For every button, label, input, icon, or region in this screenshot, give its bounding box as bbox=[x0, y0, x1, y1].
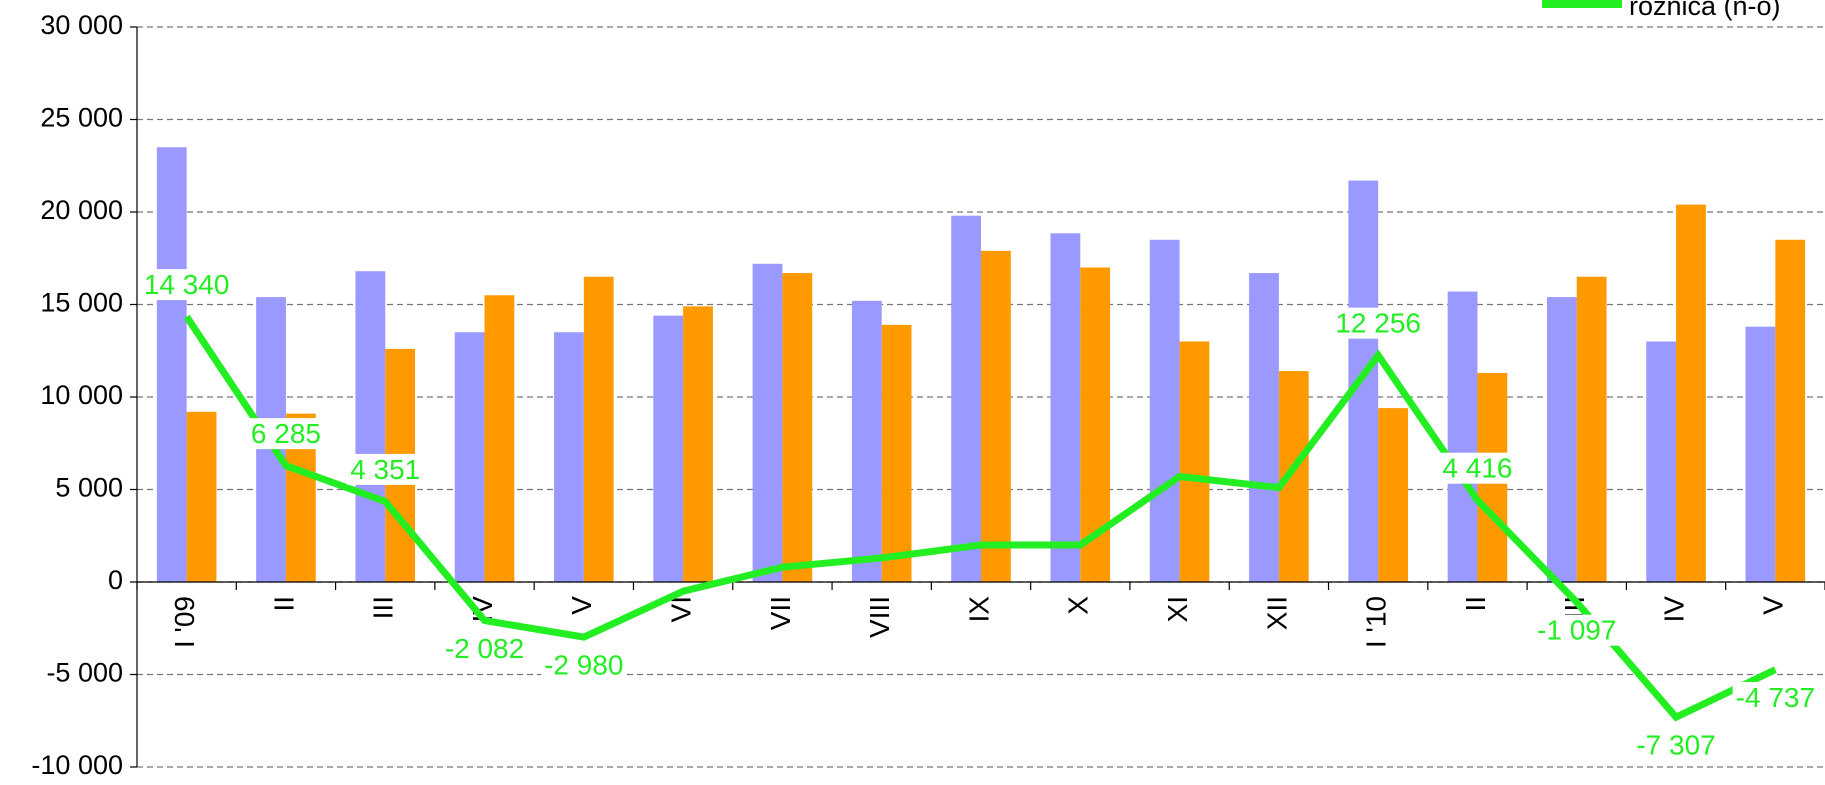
data-label: -2 980 bbox=[544, 650, 623, 681]
y-tick-label: 20 000 bbox=[40, 195, 123, 225]
bar bbox=[554, 332, 584, 582]
y-tick-label: -10 000 bbox=[31, 750, 123, 780]
x-tick-label: II bbox=[268, 596, 299, 612]
bar bbox=[683, 306, 713, 582]
data-label-bg bbox=[347, 453, 424, 485]
bar bbox=[1546, 297, 1577, 582]
data-label-bg bbox=[441, 632, 528, 664]
data-label-bg bbox=[1633, 729, 1719, 761]
bar bbox=[1745, 326, 1776, 582]
data-label: -7 307 bbox=[1636, 730, 1715, 761]
data-label-group: 4 351 bbox=[347, 453, 424, 485]
data-label: 4 416 bbox=[1442, 453, 1512, 484]
y-tick-label: 0 bbox=[108, 565, 123, 595]
data-label-bg bbox=[247, 418, 324, 450]
bar bbox=[1775, 239, 1806, 582]
data-label-group: -2 082 bbox=[441, 632, 528, 664]
data-label-group: 6 285 bbox=[247, 418, 324, 450]
bar bbox=[355, 271, 386, 582]
bar bbox=[1179, 341, 1210, 582]
bar bbox=[951, 215, 981, 582]
data-label-group: -4 737 bbox=[1732, 682, 1819, 714]
line bbox=[183, 314, 1777, 722]
y-tick-label: 25 000 bbox=[40, 103, 123, 133]
data-label-bg bbox=[1534, 614, 1620, 646]
bar bbox=[1378, 408, 1408, 582]
bar bbox=[752, 263, 783, 582]
bar bbox=[583, 276, 614, 582]
y-tick-label: 30 000 bbox=[40, 10, 123, 40]
y-tick-label: -5 000 bbox=[46, 658, 123, 688]
x-tick-label: VII bbox=[765, 596, 796, 630]
x-tick-label: XI bbox=[1162, 596, 1193, 622]
bar bbox=[186, 411, 217, 582]
bar bbox=[1050, 233, 1081, 582]
x-tick-label: III bbox=[368, 596, 399, 619]
bar bbox=[454, 332, 485, 582]
bar bbox=[1676, 204, 1706, 582]
x-tick-label: I '09 bbox=[169, 596, 200, 648]
data-label: 12 256 bbox=[1335, 308, 1421, 339]
x-tick-label: VIII bbox=[864, 596, 895, 638]
bar bbox=[1149, 239, 1180, 582]
bar bbox=[1249, 273, 1279, 582]
data-label-bg bbox=[1439, 452, 1516, 484]
x-tick-label: IV bbox=[1658, 596, 1689, 623]
bar bbox=[484, 295, 515, 582]
data-label-group: -1 097 bbox=[1534, 614, 1620, 646]
bar bbox=[851, 300, 882, 582]
data-label-bg bbox=[140, 269, 233, 301]
x-tick-label: I '10 bbox=[1361, 596, 1392, 648]
bar bbox=[1646, 341, 1677, 582]
data-label-bg bbox=[1732, 682, 1819, 714]
data-label-bg bbox=[541, 649, 627, 681]
bar bbox=[981, 250, 1011, 582]
bar bbox=[1348, 180, 1379, 583]
data-label-group: -2 980 bbox=[541, 649, 627, 681]
data-label: 4 351 bbox=[350, 454, 420, 485]
data-label: 6 285 bbox=[251, 418, 321, 449]
data-label-group: 4 416 bbox=[1439, 452, 1516, 484]
x-tick-label: XII bbox=[1261, 596, 1292, 630]
x-tick-label: II bbox=[1460, 596, 1491, 612]
data-label: -1 097 bbox=[1537, 615, 1616, 646]
bar bbox=[653, 315, 684, 582]
y-tick-label: 10 000 bbox=[40, 380, 123, 410]
data-label: -2 082 bbox=[445, 633, 524, 664]
bar bbox=[1447, 291, 1478, 582]
x-tick-label: V bbox=[566, 596, 597, 615]
data-label-group: 14 340 bbox=[140, 269, 233, 301]
data-label: 14 340 bbox=[144, 269, 230, 300]
data-label-group: -7 307 bbox=[1633, 729, 1719, 761]
data-label: -4 737 bbox=[1736, 682, 1815, 713]
x-tick-label: X bbox=[1063, 596, 1094, 615]
data-label-group: 12 256 bbox=[1332, 307, 1424, 339]
legend-label: różnica (n-o) bbox=[1629, 0, 1781, 21]
bar bbox=[1576, 276, 1607, 582]
bar bbox=[156, 147, 187, 582]
bar bbox=[881, 324, 912, 582]
x-tick-label: IX bbox=[963, 596, 994, 623]
bar bbox=[782, 273, 813, 582]
x-tick-label: V bbox=[1758, 596, 1789, 615]
data-label-bg bbox=[1332, 307, 1424, 339]
y-tick-label: 5 000 bbox=[55, 473, 123, 503]
y-tick-label: 15 000 bbox=[40, 288, 123, 318]
